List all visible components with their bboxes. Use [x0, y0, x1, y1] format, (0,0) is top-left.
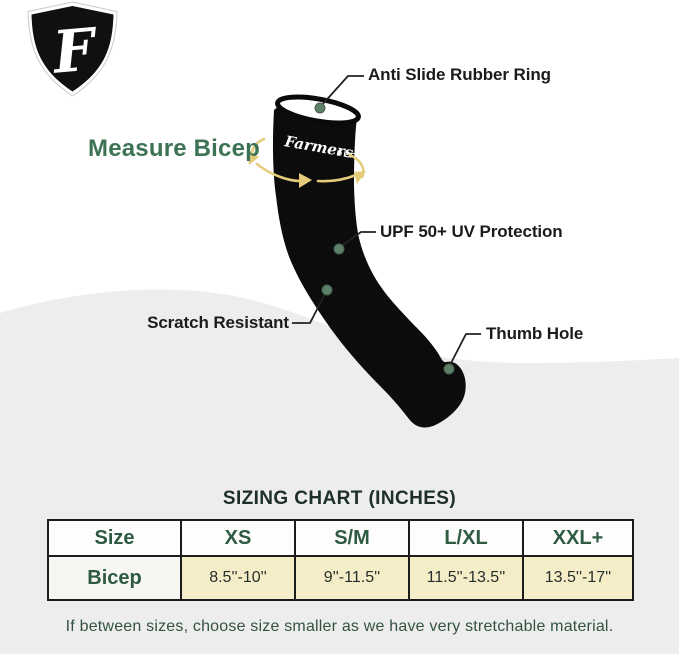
brand-logo: F	[27, 1, 118, 97]
callout-line-upf	[339, 231, 376, 248]
measure-arrowhead-right	[354, 171, 366, 184]
measure-arrowhead-left	[247, 151, 259, 165]
header-size: Size	[47, 519, 182, 557]
sizing-note: If between sizes, choose size smaller as…	[65, 618, 614, 635]
measure-arc-front	[255, 162, 302, 183]
sizing-chart-title: SIZING CHART (INCHES)	[222, 488, 457, 509]
header-xs: XS	[180, 519, 296, 557]
callout-dot-upf	[333, 243, 345, 255]
callout-dot-thumb	[443, 363, 455, 375]
callout-dot-scratch	[321, 284, 333, 296]
shield-icon	[31, 6, 114, 92]
callout-dot-anti-slide	[314, 102, 326, 114]
sizing-chart-table: Size XS S/M L/XL XXL+ Bicep 8.5''-10'' 9…	[47, 519, 634, 601]
callout-dots	[314, 102, 455, 375]
callout-lines	[292, 75, 481, 368]
callout-line-thumb	[448, 333, 481, 368]
header-lxl: L/XL	[408, 519, 524, 557]
header-xxl: XXL+	[522, 519, 634, 557]
label-measure-bicep: Measure Bicep	[88, 135, 261, 162]
label-anti-slide-rubber-ring: Anti Slide Rubber Ring	[368, 65, 551, 84]
row-label-bicep: Bicep	[47, 555, 182, 601]
measure-arrows	[247, 137, 366, 188]
label-thumb-hole: Thumb Hole	[486, 324, 584, 343]
sizing-bicep-row: Bicep 8.5''-10'' 9''-11.5'' 11.5''-13.5'…	[47, 555, 634, 601]
callout-line-anti-slide	[320, 75, 364, 107]
measure-arc-front-right	[316, 173, 358, 183]
label-scratch-resistant: Scratch Resistant	[147, 313, 289, 332]
sizing-header-row: Size XS S/M L/XL XXL+	[47, 519, 634, 557]
bicep-value-xxl: 13.5''-17''	[522, 555, 634, 601]
logo-letter: F	[48, 15, 101, 87]
bicep-value-sm: 9''-11.5''	[294, 555, 410, 601]
label-upf-protection: UPF 50+ UV Protection	[380, 222, 563, 241]
callout-line-scratch	[292, 291, 327, 324]
sleeve-body	[272, 100, 466, 428]
bicep-value-lxl: 11.5''-13.5''	[408, 555, 524, 601]
bicep-value-xs: 8.5''-10''	[180, 555, 296, 601]
measure-arrowhead-middle	[299, 173, 312, 188]
header-sm: S/M	[294, 519, 410, 557]
